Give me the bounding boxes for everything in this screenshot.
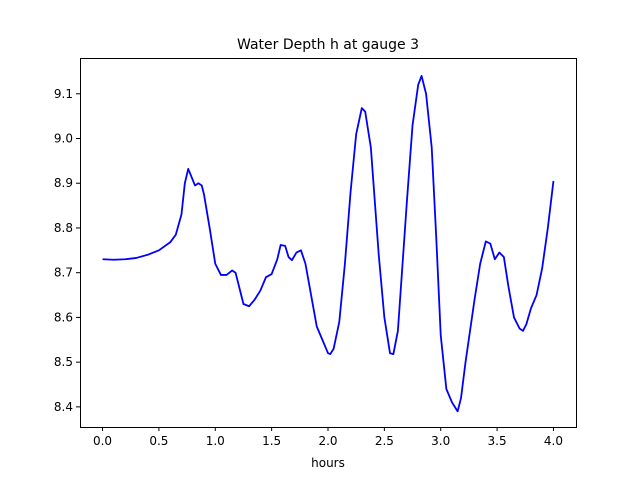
plot-frame — [80, 58, 577, 428]
y-tick-label: 8.6 — [54, 310, 73, 324]
plot-area — [102, 74, 555, 413]
x-tick-label: 1.0 — [206, 434, 225, 448]
x-tick-label: 0.5 — [149, 434, 168, 448]
x-tick-label: 2.5 — [375, 434, 394, 448]
x-tick-label: 3.0 — [431, 434, 450, 448]
x-axis-label: hours — [311, 456, 345, 470]
y-axis-ticks: 8.4 8.5 8.6 8.7 8.8 8.9 9.0 9.1 — [54, 87, 80, 414]
y-tick-label: 8.5 — [54, 355, 73, 369]
x-tick-label: 3.5 — [488, 434, 507, 448]
x-tick-label: 2.0 — [318, 434, 337, 448]
y-tick-label: 8.8 — [54, 221, 73, 235]
x-tick-label: 4.0 — [544, 434, 563, 448]
y-tick-label: 8.4 — [54, 400, 73, 414]
series-line — [102, 74, 555, 413]
y-tick-label: 9.1 — [54, 87, 73, 101]
y-tick-label: 8.9 — [54, 176, 73, 190]
x-axis-ticks: 0.0 0.5 1.0 1.5 2.0 2.5 3.0 3.5 4.0 — [93, 427, 563, 448]
chart-title: Water Depth h at gauge 3 — [237, 37, 419, 53]
y-tick-label: 9.0 — [54, 132, 73, 146]
x-tick-label: 0.0 — [93, 434, 112, 448]
x-tick-label: 1.5 — [262, 434, 281, 448]
y-tick-label: 8.7 — [54, 266, 73, 280]
